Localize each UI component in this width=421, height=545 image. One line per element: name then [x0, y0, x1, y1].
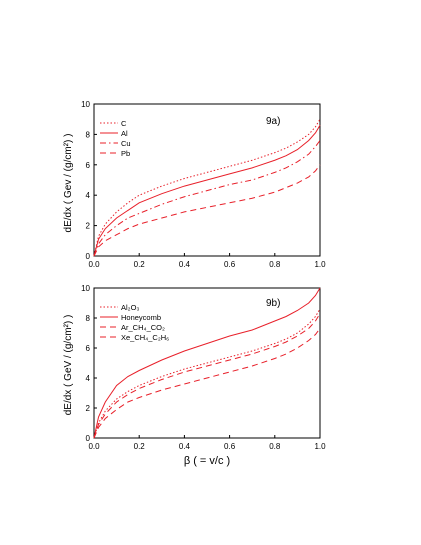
x-tick-label: 0.4: [179, 442, 191, 451]
y-tick-label: 4: [86, 191, 91, 200]
series-line: [93, 118, 321, 257]
x-tick-labels: 0.0 0.2 0.4 0.6 0.8 1.0: [88, 435, 326, 451]
y-tick-label: 8: [86, 314, 91, 323]
legend-label: Al: [121, 129, 128, 138]
chart-panel-9b: 0.0 0.2 0.4 0.6 0.8 1.0 0 2 4 6 8 10 Al₂O₃Honeycom…: [63, 284, 326, 467]
legend-label: Ar_CH₄_CO₂: [121, 323, 165, 332]
x-tick-label: 0.4: [179, 260, 191, 269]
y-axis-label: dE/dx ( Gev / (g/cm²) ): [63, 134, 74, 233]
legend-label: C: [121, 119, 127, 128]
series-line: [93, 313, 321, 439]
y-axis-label: dE/dx ( GeV / (g/cm²) ): [63, 315, 74, 416]
y-tick-label: 10: [81, 100, 90, 109]
series-line: [93, 140, 321, 257]
legend-label: Al₂O₃: [121, 303, 139, 312]
plot-frame: [93, 287, 321, 439]
y-tick-label: 0: [86, 434, 91, 443]
x-tick-label: 1.0: [314, 260, 326, 269]
plot-frame: [93, 103, 321, 257]
y-tick-label: 10: [81, 284, 90, 293]
legend-label: Xe_CH₄_C₂H₆: [121, 333, 169, 342]
y-tick-label: 8: [86, 130, 91, 139]
y-tick-label: 6: [86, 161, 91, 170]
x-tick-label: 0.6: [224, 442, 236, 451]
legend-label: Cu: [121, 139, 131, 148]
x-tick-label: 0.2: [134, 260, 146, 269]
x-tick-labels: 0.0 0.2 0.4 0.6 0.8 1.0: [88, 253, 326, 269]
x-tick-label: 1.0: [314, 442, 326, 451]
series-line: [93, 164, 321, 257]
y-tick-labels: 0 2 4 6 8 10: [81, 284, 97, 443]
y-tick-label: 0: [86, 252, 91, 261]
x-tick-label: 0.6: [224, 260, 236, 269]
panel-label: 9a): [266, 116, 280, 127]
series-lines: [93, 287, 321, 439]
x-tick-label: 0.0: [88, 260, 100, 269]
y-tick-label: 2: [86, 404, 91, 413]
x-axis-label: β ( = v/c ): [184, 455, 230, 467]
series-lines: [93, 118, 321, 257]
series-line: [93, 328, 321, 439]
legend-label: Honeycomb: [121, 313, 161, 322]
y-tick-label: 4: [86, 374, 91, 383]
x-tick-label: 0.0: [88, 442, 100, 451]
y-tick-label: 2: [86, 222, 91, 231]
x-tick-label: 0.8: [269, 260, 281, 269]
series-line: [93, 308, 321, 439]
panel-label: 9b): [266, 298, 280, 309]
x-tick-label: 0.8: [269, 442, 281, 451]
series-line: [93, 287, 321, 439]
y-tick-label: 6: [86, 344, 91, 353]
series-line: [93, 125, 321, 257]
legend-label: Pb: [121, 149, 130, 158]
x-tick-label: 0.2: [134, 442, 146, 451]
y-tick-labels: 0 2 4 6 8 10: [81, 100, 97, 261]
